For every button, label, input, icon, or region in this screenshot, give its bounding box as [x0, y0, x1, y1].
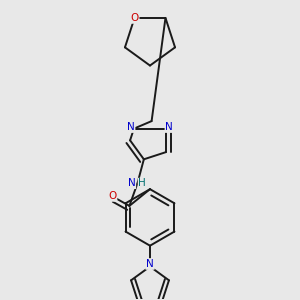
Text: N: N [127, 122, 135, 132]
Text: N: N [128, 178, 136, 188]
Text: O: O [108, 191, 116, 201]
Text: N: N [146, 259, 154, 269]
Text: H: H [138, 178, 146, 188]
Text: O: O [130, 13, 139, 23]
Text: N: N [165, 122, 173, 132]
